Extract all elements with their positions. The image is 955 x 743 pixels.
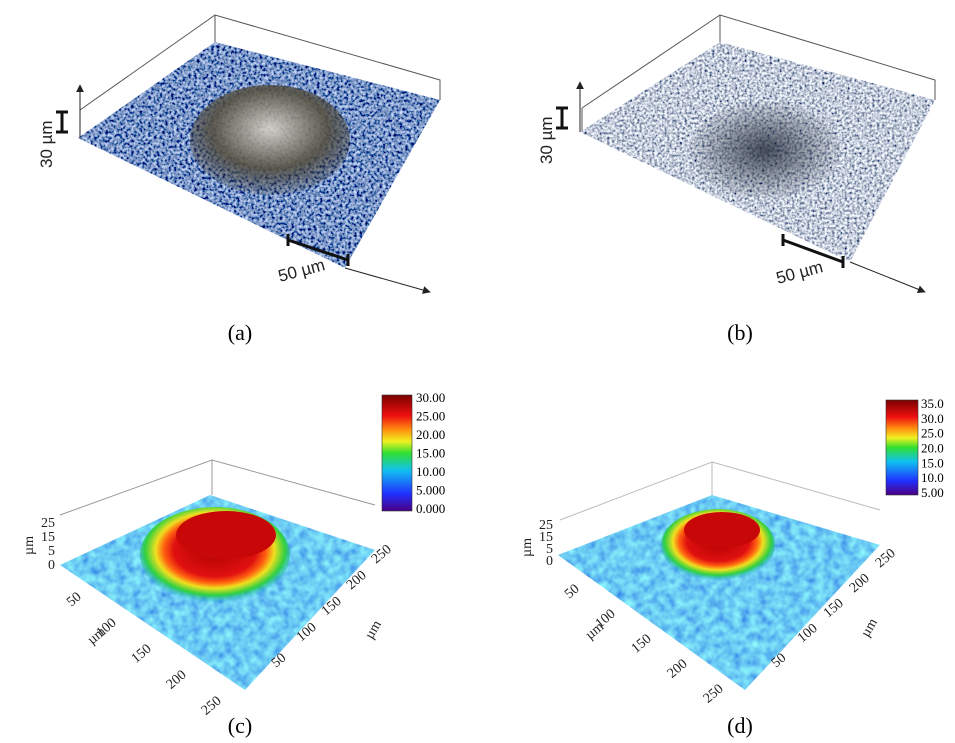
colorbar-label: 30.00 bbox=[416, 390, 445, 405]
panel-a: 30 µm 50 µm (a) bbox=[37, 15, 440, 345]
z-tick-label: 0 bbox=[48, 558, 55, 573]
colorbar-label: 5.00 bbox=[921, 485, 944, 500]
x-scale: 50 µm bbox=[774, 257, 825, 288]
deposit bbox=[190, 85, 350, 195]
y-tick-label: 250 bbox=[369, 542, 395, 567]
z-tick-label: 25 bbox=[41, 516, 55, 531]
x-tick-label: 250 bbox=[701, 682, 727, 707]
y-axis-label: µm bbox=[858, 616, 881, 640]
colorbar-label: 10.00 bbox=[416, 464, 445, 479]
colorbar bbox=[382, 395, 412, 511]
caption: (b) bbox=[727, 320, 753, 345]
deposit-top bbox=[684, 512, 760, 548]
x-tick-label: 50 bbox=[64, 590, 84, 610]
colorbar-label: 20.0 bbox=[921, 441, 944, 456]
x-tick-label: 150 bbox=[129, 642, 155, 667]
caption: (a) bbox=[228, 320, 252, 345]
axis-arrow bbox=[345, 268, 430, 292]
colorbar-label: 25.0 bbox=[921, 426, 944, 441]
colorbar-labels: 35.030.025.020.015.010.05.00 bbox=[921, 396, 944, 500]
x-tick-label: 200 bbox=[665, 657, 691, 682]
colorbar-label: 25.00 bbox=[416, 409, 445, 424]
deposit-top bbox=[176, 511, 276, 559]
z-tick-label: 15 bbox=[41, 530, 55, 545]
colorbar-label: 10.0 bbox=[921, 470, 944, 485]
y-tick-label: 250 bbox=[873, 546, 899, 571]
x-scale: 50 µm bbox=[276, 255, 327, 286]
x-tick-label: 250 bbox=[199, 694, 225, 719]
x-tick-label: 150 bbox=[629, 632, 655, 657]
caption: (d) bbox=[727, 713, 753, 738]
z-axis-label: µm bbox=[22, 536, 37, 555]
caption: (c) bbox=[228, 713, 252, 738]
colorbar-label: 15.00 bbox=[416, 446, 445, 461]
z-tick-label: 5 bbox=[48, 544, 55, 559]
z-tick-label: 0 bbox=[546, 554, 553, 569]
panel-d: 35.030.025.020.015.010.05.00 251550µm501… bbox=[520, 396, 944, 738]
colorbar-label: 30.0 bbox=[921, 411, 944, 426]
colorbar-label: 15.0 bbox=[921, 455, 944, 470]
panel-b: 30 µm 50 µm (b) bbox=[537, 15, 935, 345]
crater bbox=[690, 102, 840, 198]
z-scale: 30 µm bbox=[537, 116, 556, 164]
colorbar-label: 0.000 bbox=[416, 501, 445, 516]
colorbar-labels: 30.00 25.00 20.00 15.00 10.00 5.000 0.000 bbox=[416, 390, 445, 516]
colorbar-label: 5.000 bbox=[416, 483, 445, 498]
z-axis-label: µm bbox=[520, 538, 535, 557]
figure: 30 µm 50 µm (a) 30 µm 50 µm (b) 30.0025.… bbox=[0, 0, 955, 743]
y-axis-label: µm bbox=[362, 618, 385, 642]
z-scale: 30 µm bbox=[37, 120, 56, 168]
x-tick-label: 200 bbox=[164, 668, 190, 693]
colorbar-label: 35.0 bbox=[921, 396, 944, 411]
colorbar bbox=[886, 400, 918, 495]
colorbar-label: 20.00 bbox=[416, 427, 445, 442]
x-tick-label: 50 bbox=[562, 582, 582, 602]
axis-arrow bbox=[850, 262, 925, 292]
